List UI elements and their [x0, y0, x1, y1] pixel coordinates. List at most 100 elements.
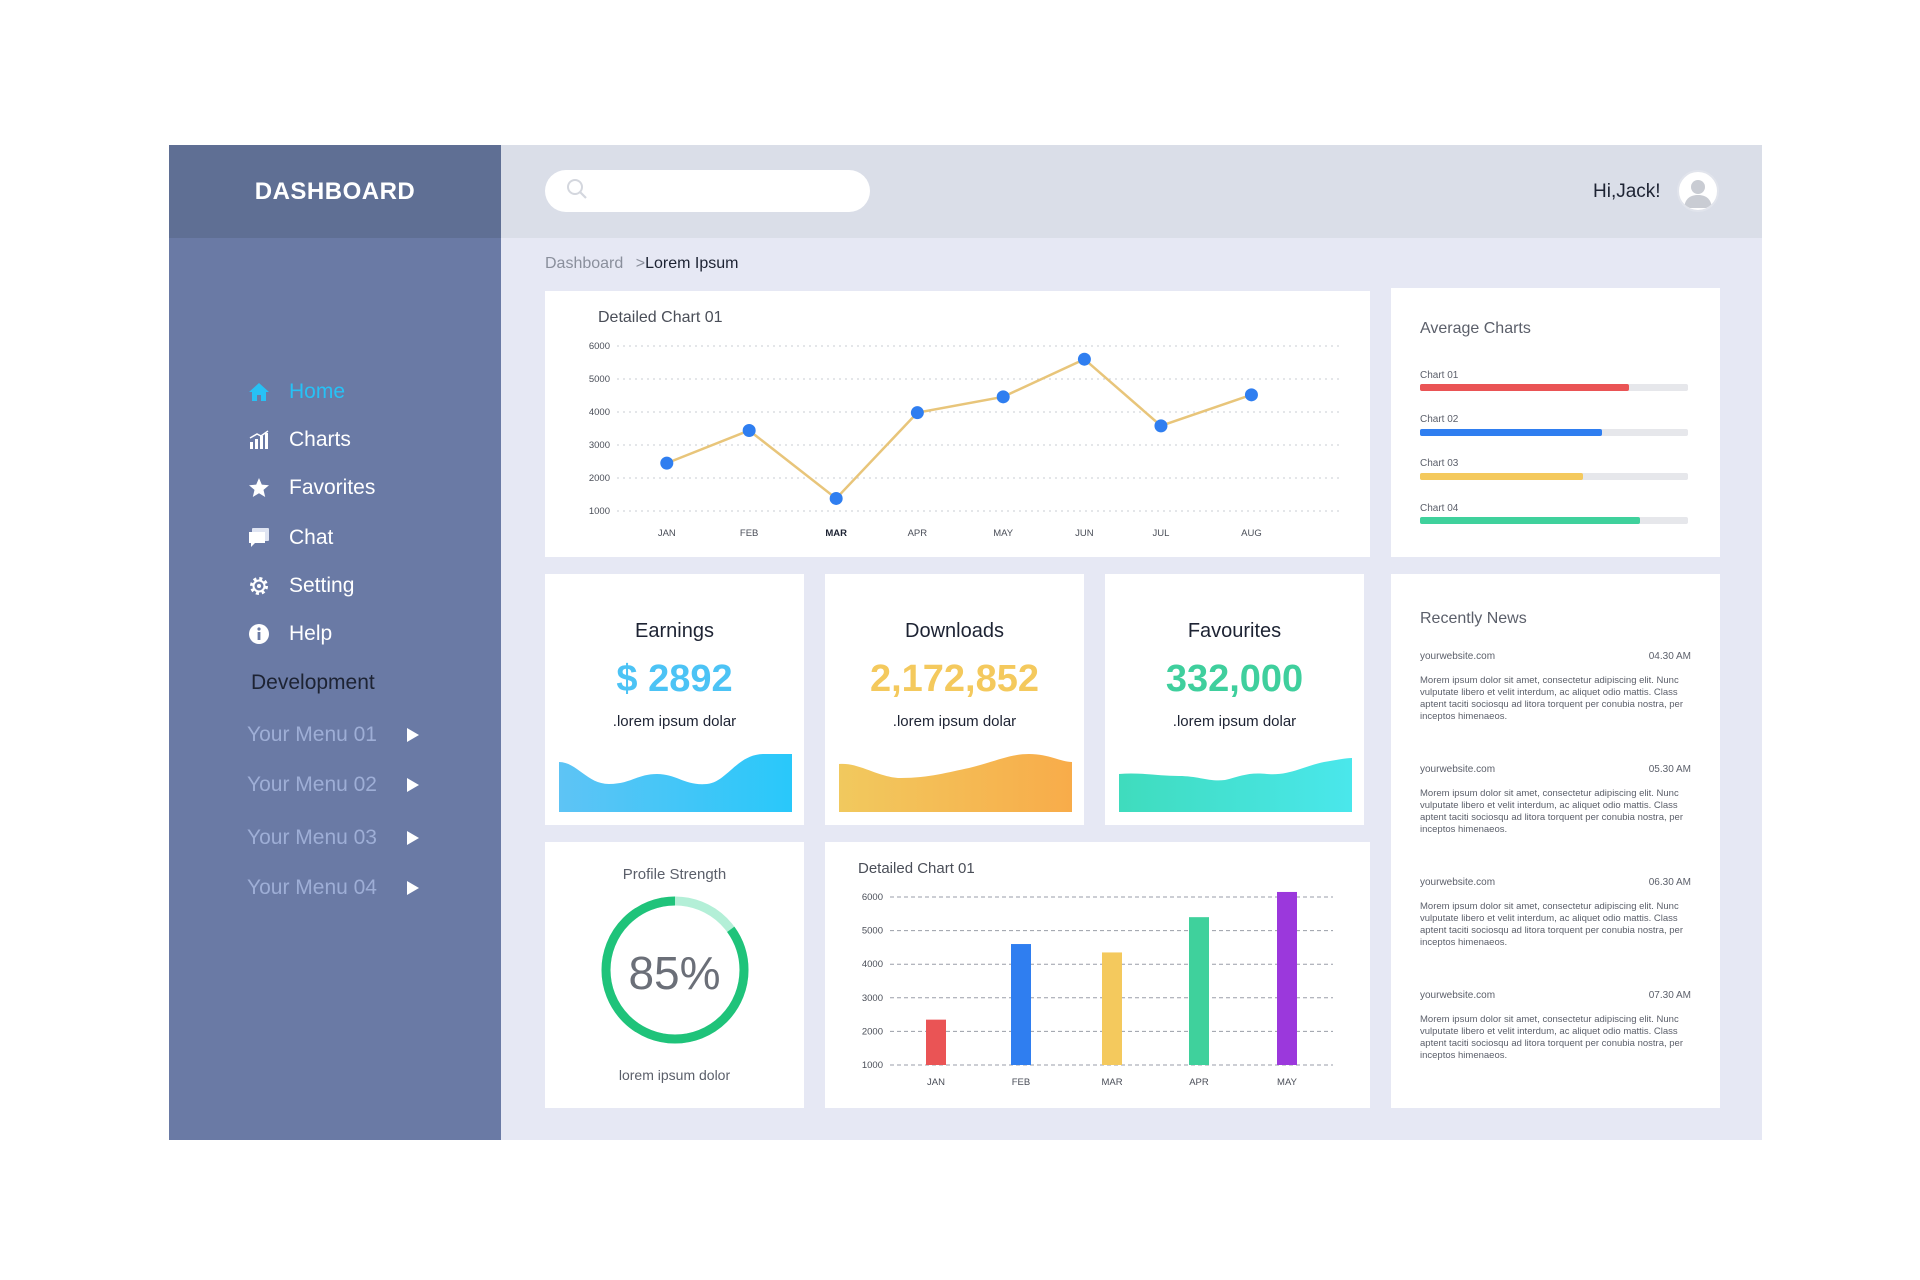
- data-point: [1077, 352, 1091, 366]
- nav-label: Home: [289, 380, 346, 403]
- favourites-card: Favourites 332,000 .lorem ipsum dolar: [1105, 574, 1364, 825]
- favourites-wave-chart: [1119, 758, 1352, 812]
- x-tick-label: MAY: [1277, 1077, 1298, 1088]
- news-body: Morem ipsum dolor sit amet, consectetur …: [1420, 788, 1683, 835]
- caret-right-icon: [407, 881, 419, 895]
- avg-chart-bar: [1420, 517, 1640, 524]
- nav-item-chat[interactable]: Chat: [247, 521, 333, 555]
- y-tick-label: 5000: [862, 926, 883, 937]
- breadcrumb: Dashboard >Lorem Ipsum: [545, 255, 738, 273]
- x-tick-label: MAR: [1101, 1077, 1122, 1088]
- search-input[interactable]: [599, 182, 859, 200]
- stat-subtitle: .lorem ipsum dolar: [892, 713, 1017, 730]
- menu-item-04[interactable]: Your Menu 04: [247, 871, 419, 905]
- nav-label: Charts: [289, 428, 351, 451]
- avg-chart-label: Chart 03: [1420, 458, 1459, 469]
- news-source[interactable]: yourwebsite.com: [1420, 764, 1496, 775]
- profile-strength-caption: lorem ipsum dolor: [618, 1067, 731, 1083]
- avatar[interactable]: [1677, 170, 1719, 212]
- x-tick-label: JAN: [658, 528, 676, 539]
- stat-subtitle: .lorem ipsum dolar: [1172, 713, 1297, 730]
- top-bar: Hi,Jack!: [501, 145, 1762, 238]
- recent-news-title: Recently News: [1420, 610, 1527, 627]
- search-icon: [565, 177, 589, 206]
- line-chart-title: Detailed Chart 01: [598, 309, 723, 326]
- average-charts-title: Average Charts: [1420, 320, 1531, 337]
- caret-right-icon: [407, 831, 419, 845]
- bar-chart-card: Detailed Chart 01 1000 2000 3000 4000 5000 60…: [825, 842, 1370, 1108]
- breadcrumb-separator: >: [635, 255, 646, 272]
- y-tick-label: 3000: [589, 440, 610, 451]
- menu-item-03[interactable]: Your Menu 03: [247, 821, 419, 855]
- sidebar: DASHBOARD Home Charts Favorites Chat: [169, 145, 501, 1140]
- news-source[interactable]: yourwebsite.com: [1420, 990, 1496, 1001]
- avg-chart-track: [1420, 384, 1688, 391]
- nav-label: Setting: [289, 574, 355, 597]
- avg-chart-bar: [1420, 473, 1584, 480]
- news-body: Morem ipsum dolor sit amet, consectetur …: [1420, 901, 1683, 948]
- nav-item-help[interactable]: Help: [247, 617, 332, 651]
- recent-news-card: Recently News yourwebsite.com 04.30 AM M…: [1391, 574, 1720, 1108]
- stat-value: 2,172,852: [869, 658, 1040, 700]
- avg-chart-track: [1420, 517, 1688, 524]
- section-title-development: Development: [251, 671, 375, 694]
- breadcrumb-root[interactable]: Dashboard: [545, 255, 624, 272]
- bar: [1102, 952, 1122, 1065]
- downloads-wave-chart: [839, 754, 1072, 812]
- line-chart: 1000 2000 3000 4000 5000 6000 JAN FEB MAR APR MAY J…: [589, 341, 1339, 539]
- bar-chart-title: Detailed Chart 01: [858, 860, 975, 877]
- x-tick-label: APR: [1189, 1077, 1209, 1088]
- star-icon: [247, 476, 271, 500]
- search-box[interactable]: [545, 170, 870, 212]
- news-source[interactable]: yourwebsite.com: [1420, 651, 1496, 662]
- dashboard-window: DASHBOARD Home Charts Favorites Chat: [169, 145, 1762, 1140]
- user-icon: [1684, 180, 1712, 208]
- menu-item-01[interactable]: Your Menu 01: [247, 718, 419, 752]
- menu-label: Your Menu 03: [247, 826, 377, 849]
- stat-subtitle: .lorem ipsum dolar: [612, 713, 737, 730]
- stat-title: Downloads: [905, 620, 1004, 642]
- bar: [926, 1019, 946, 1065]
- stat-value: 332,000: [1165, 658, 1304, 700]
- info-icon: [247, 622, 271, 646]
- data-point: [742, 423, 756, 437]
- y-tick-label: 2000: [589, 473, 610, 484]
- y-tick-label: 1000: [589, 506, 610, 517]
- menu-label: Your Menu 01: [247, 723, 377, 746]
- bar-chart: 1000 2000 3000 4000 5000 6000 JAN FEB MAR APR MAY: [862, 891, 1333, 1088]
- earnings-card: Earnings $ 2892 .lorem ipsum dolar: [545, 574, 804, 825]
- avg-chart-track: [1420, 429, 1688, 436]
- profile-strength-title: Profile Strength: [622, 866, 727, 883]
- earnings-wave-chart: [559, 754, 792, 812]
- average-charts-card: Average Charts Chart 01 Chart 02 Chart 0…: [1391, 288, 1720, 557]
- bar: [1011, 944, 1031, 1065]
- x-tick-label: AUG: [1241, 528, 1262, 539]
- nav-item-home[interactable]: Home: [247, 375, 345, 409]
- nav-item-favorites[interactable]: Favorites: [247, 471, 375, 505]
- stat-title: Favourites: [1187, 620, 1282, 642]
- bar-chart-icon: [247, 428, 271, 452]
- x-tick-label: MAR: [825, 528, 847, 539]
- nav-item-charts[interactable]: Charts: [247, 423, 351, 457]
- chat-icon: [247, 526, 271, 550]
- news-time: 07.30 AM: [1648, 990, 1691, 1001]
- caret-right-icon: [407, 778, 419, 792]
- breadcrumb-current: Lorem Ipsum: [645, 255, 739, 272]
- x-tick-label: FEB: [1012, 1077, 1030, 1088]
- x-tick-label: FEB: [740, 528, 758, 539]
- menu-label: Your Menu 04: [247, 876, 377, 899]
- series-line: [666, 357, 1252, 501]
- x-tick-label: JUN: [1075, 528, 1094, 539]
- news-body: Morem ipsum dolor sit amet, consectetur …: [1420, 675, 1683, 722]
- x-tick-label: JUL: [1153, 528, 1170, 539]
- bar: [1277, 891, 1297, 1065]
- nav-item-setting[interactable]: Setting: [247, 569, 354, 603]
- y-tick-label: 2000: [862, 1026, 883, 1037]
- data-point: [1154, 419, 1168, 433]
- y-tick-label: 5000: [589, 374, 610, 385]
- news-source[interactable]: yourwebsite.com: [1420, 877, 1496, 888]
- menu-item-02[interactable]: Your Menu 02: [247, 768, 419, 802]
- y-tick-label: 6000: [862, 892, 883, 903]
- x-tick-label: MAY: [993, 528, 1014, 539]
- news-time: 05.30 AM: [1648, 764, 1691, 775]
